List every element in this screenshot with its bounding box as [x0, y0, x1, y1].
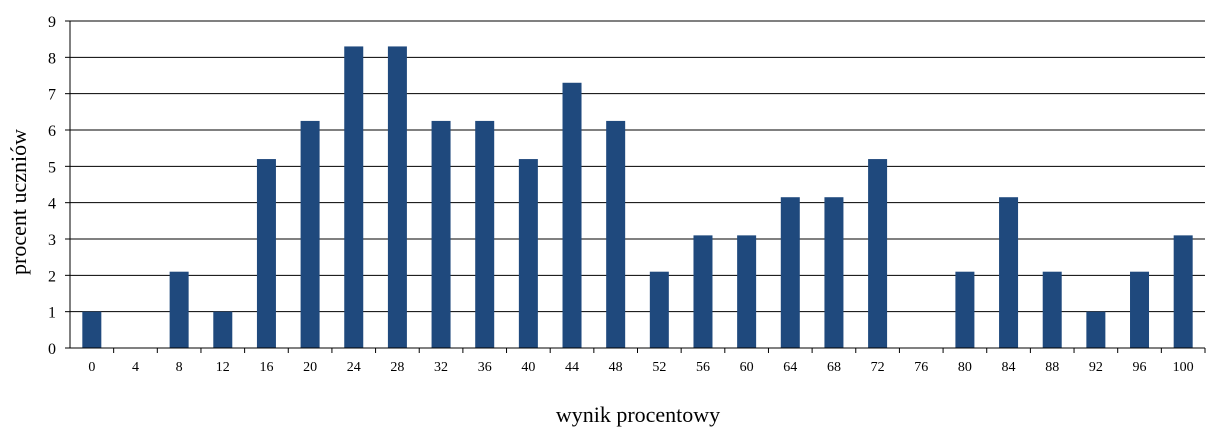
x-tick-label: 4: [132, 360, 139, 375]
y-tick-label: 0: [48, 341, 56, 358]
y-tick-label: 8: [48, 50, 56, 67]
x-tick-label: 100: [1173, 360, 1194, 375]
x-tick-label: 76: [914, 360, 928, 375]
y-tick-label: 4: [48, 196, 56, 213]
x-tick-label: 60: [740, 360, 754, 375]
gridlines: [70, 20, 1205, 313]
bar: [169, 271, 189, 348]
y-tick-label: 7: [48, 87, 56, 104]
bar: [1130, 271, 1150, 348]
y-tick-label: 2: [48, 268, 56, 285]
bar: [1173, 235, 1193, 348]
x-axis-title: wynik procentowy: [556, 402, 720, 427]
x-tick-label: 36: [478, 360, 492, 375]
bar: [475, 120, 495, 349]
y-tick-labels: 0 1 2 3 4 5 6 7 8 9: [48, 14, 56, 358]
bar: [1086, 311, 1106, 348]
x-tick-label: 88: [1045, 360, 1059, 375]
bar: [824, 197, 844, 348]
bar: [256, 159, 276, 348]
x-tick-label: 12: [216, 360, 230, 375]
y-tick-label: 9: [48, 14, 56, 31]
y-tick-label: 6: [48, 123, 56, 140]
x-tick-label: 92: [1089, 360, 1103, 375]
y-tick-label: 5: [48, 159, 56, 176]
bar: [431, 120, 451, 349]
x-tick-label: 8: [176, 360, 183, 375]
bar: [344, 46, 364, 348]
x-tick-label: 64: [783, 360, 797, 375]
x-tick-label: 68: [827, 360, 841, 375]
x-tick-label: 48: [609, 360, 623, 375]
bar: [518, 159, 538, 348]
bar: [606, 120, 626, 349]
axes: [65, 20, 1206, 353]
x-tick-label: 80: [958, 360, 972, 375]
x-tick-label: 24: [347, 360, 361, 375]
bar: [213, 311, 233, 348]
bar: [868, 159, 888, 348]
x-tick-label: 40: [521, 360, 535, 375]
x-tick-label: 44: [565, 360, 579, 375]
bar: [693, 235, 713, 348]
bar: [387, 46, 407, 348]
bars: [82, 46, 1193, 349]
x-tick-labels: 0 4 8 12 16 20 24 28 32 36 40 44 48 52 56 60 64 68 72 76 80 8…: [88, 360, 1193, 375]
bar: [562, 82, 582, 349]
x-tick-label: 32: [434, 360, 448, 375]
bar: [999, 197, 1019, 348]
x-tick-label: 96: [1133, 360, 1147, 375]
x-tick-label: 56: [696, 360, 710, 375]
bar: [1042, 271, 1062, 348]
x-tick-label: 16: [259, 360, 273, 375]
y-axis-title: procent uczniów: [6, 129, 31, 275]
y-tick-label: 3: [48, 232, 56, 249]
bar: [82, 311, 102, 348]
x-tick-label: 84: [1002, 360, 1016, 375]
bar: [955, 271, 975, 348]
x-tick-label: 20: [303, 360, 317, 375]
x-tick-label: 52: [652, 360, 666, 375]
bar: [780, 197, 800, 348]
x-tick-label: 72: [871, 360, 885, 375]
bar: [300, 120, 320, 349]
bar: [649, 271, 669, 348]
y-tick-label: 1: [48, 305, 56, 322]
x-tick-label: 0: [88, 360, 95, 375]
x-tick-label: 28: [390, 360, 404, 375]
bar: [737, 235, 757, 348]
